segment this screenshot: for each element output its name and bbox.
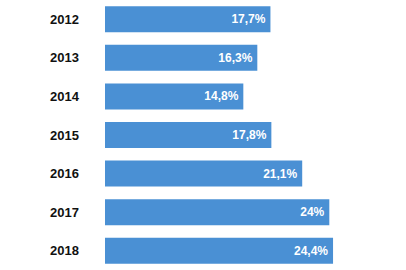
svg-text:2013: 2013: [50, 50, 79, 65]
svg-text:24%: 24%: [300, 205, 324, 219]
svg-text:2017: 2017: [50, 205, 79, 220]
svg-text:24,4%: 24,4%: [294, 244, 328, 258]
svg-text:2018: 2018: [50, 243, 79, 258]
svg-text:2015: 2015: [50, 128, 79, 143]
svg-text:2012: 2012: [50, 12, 79, 27]
svg-text:16,3%: 16,3%: [218, 51, 252, 65]
svg-text:2016: 2016: [50, 166, 79, 181]
svg-text:21,1%: 21,1%: [263, 167, 297, 181]
svg-text:17,8%: 17,8%: [232, 128, 266, 142]
svg-text:17,7%: 17,7%: [231, 12, 265, 26]
svg-text:2014: 2014: [50, 89, 80, 104]
svg-text:14,8%: 14,8%: [204, 89, 238, 103]
